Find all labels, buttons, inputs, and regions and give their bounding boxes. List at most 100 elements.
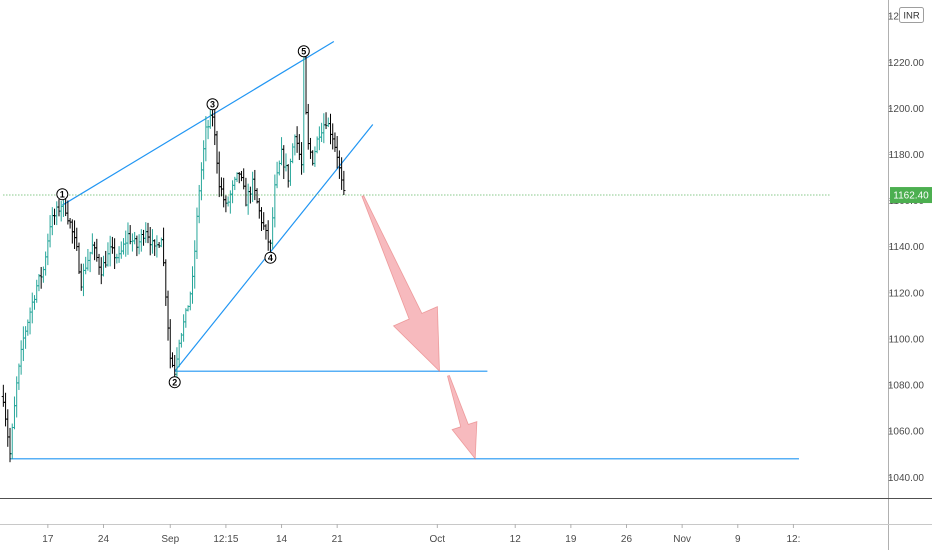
- x-tick-label: 9: [735, 534, 741, 545]
- ohlc-bar: [144, 222, 148, 243]
- ohlc-bar: [217, 151, 221, 198]
- ohlc-bar: [108, 235, 112, 267]
- wave-label-text: 5: [301, 46, 306, 56]
- x-tick-label: Sep: [161, 534, 179, 545]
- wave-label-3: 3: [206, 98, 219, 111]
- ohlc-bar: [72, 220, 77, 250]
- ohlc-bar: [251, 171, 255, 203]
- ohlc-bar: [293, 134, 297, 156]
- ohlc-bar: [282, 145, 286, 180]
- y-tick-label: 1100.00: [889, 334, 925, 345]
- ohlc-bar: [259, 207, 264, 231]
- ohlc-bar: [255, 188, 259, 204]
- wave-label-circle: [168, 376, 181, 389]
- ohlc-bar: [30, 292, 34, 324]
- wave-label-circle: [206, 98, 219, 111]
- ohlc-bar: [148, 226, 152, 256]
- wave-label-circle: [264, 251, 277, 264]
- ohlc-bar: [244, 177, 248, 207]
- ohlc-bar: [331, 123, 335, 150]
- ohlc-bar: [215, 130, 219, 174]
- ohlc-bar: [28, 307, 32, 335]
- ohlc-bar: [133, 231, 137, 245]
- x-tick-label: 17: [42, 534, 54, 545]
- currency-badge[interactable]: INR: [899, 7, 924, 23]
- ohlc-bar: [8, 427, 12, 463]
- ohlc-bars-layer: [1, 47, 346, 463]
- ohlc-bar: [328, 113, 333, 145]
- last-price-tag-bg: [890, 187, 932, 204]
- wave-label-text: 1: [60, 189, 65, 199]
- ohlc-bar: [190, 266, 195, 304]
- wave-label-5: 5: [297, 45, 310, 58]
- ohlc-bar: [279, 137, 284, 166]
- ohlc-bar: [137, 234, 141, 255]
- ohlc-bar: [222, 177, 226, 208]
- projection-arrow: [361, 195, 440, 373]
- currency-badge-box: [899, 7, 924, 23]
- y-tick-label: 1120.00: [889, 288, 925, 299]
- ohlc-bar: [86, 248, 90, 271]
- ohlc-bar: [306, 103, 310, 150]
- ohlc-bar: [253, 169, 257, 201]
- ohlc-bar: [135, 235, 139, 257]
- ohlc-bar: [195, 207, 199, 260]
- ohlc-bar: [299, 142, 304, 175]
- ohlc-bar: [219, 177, 224, 197]
- x-tick-label: 12:: [786, 534, 800, 545]
- ohlc-bar: [52, 208, 57, 225]
- ohlc-bar: [126, 222, 130, 255]
- x-tick-label: 14: [276, 534, 288, 545]
- ohlc-bar: [23, 326, 28, 349]
- projection-arrow: [447, 375, 478, 460]
- ohlc-bar: [324, 112, 328, 130]
- ohlc-bar: [239, 170, 244, 182]
- wave-label-1: 1: [56, 188, 69, 201]
- ohlc-bar: [288, 158, 293, 186]
- ohlc-bar: [277, 160, 281, 176]
- ohlc-bar: [84, 256, 88, 275]
- ohlc-bar: [226, 196, 230, 207]
- ohlc-bar: [284, 153, 288, 172]
- ohlc-bar: [12, 396, 17, 430]
- ohlc-bar: [213, 104, 217, 146]
- ohlc-bar: [177, 339, 181, 368]
- ohlc-bar: [57, 199, 61, 217]
- ohlc-bar: [41, 266, 45, 283]
- x-tick-label: 12: [510, 534, 522, 545]
- ohlc-bar: [230, 180, 235, 204]
- ohlc-bar: [146, 222, 150, 244]
- ohlc-bar: [32, 295, 37, 310]
- x-tick-label: Nov: [673, 534, 691, 545]
- ohlc-bar: [204, 116, 208, 162]
- ohlc-bar: [81, 263, 86, 297]
- ohlc-bar: [141, 229, 146, 246]
- ohlc-bar: [297, 134, 301, 160]
- ohlc-bar: [77, 242, 81, 274]
- x-tick-label: 24: [98, 534, 110, 545]
- x-tick-label: 21: [332, 534, 344, 545]
- wave-labels-layer: 1 2 3 4 5: [56, 45, 310, 389]
- ohlc-bar: [6, 409, 10, 447]
- projection-arrows-layer: [361, 195, 478, 460]
- ohlc-bar: [224, 195, 228, 213]
- ohlc-bar: [97, 253, 101, 275]
- y-tick-label: 1040.00: [888, 473, 925, 484]
- ohlc-bar: [295, 126, 299, 153]
- ohlc-bar: [317, 126, 321, 151]
- ohlc-bar: [182, 314, 186, 342]
- wave-label-circle: [297, 45, 310, 58]
- wave-label-circle: [56, 188, 69, 201]
- ohlc-bar: [39, 266, 43, 289]
- y-tick-label: 1220.00: [888, 58, 925, 69]
- wave-label-4: 4: [264, 251, 277, 264]
- last-price-tag: 1162.40: [890, 187, 932, 204]
- ohlc-bar: [92, 241, 97, 261]
- ohlc-bar: [117, 246, 121, 263]
- ohlc-bar: [304, 53, 308, 115]
- ohlc-bar: [326, 117, 330, 128]
- wave-label-text: 4: [268, 253, 273, 263]
